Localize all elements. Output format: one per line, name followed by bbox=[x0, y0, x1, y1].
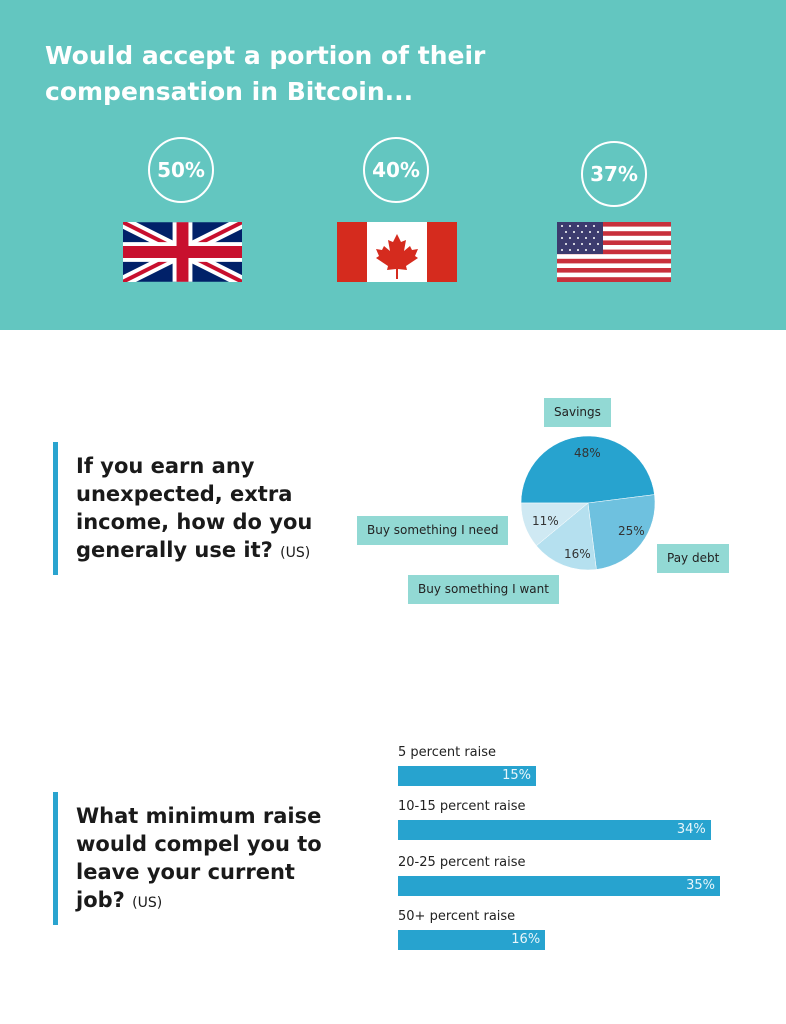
pie-value-need: 11% bbox=[532, 514, 559, 528]
q1-suffix: (US) bbox=[280, 545, 311, 561]
uk-flag-icon bbox=[123, 222, 242, 282]
us-stat: 37% bbox=[581, 141, 647, 207]
uk-stat: 50% bbox=[148, 137, 214, 203]
pie-value-want: 16% bbox=[564, 547, 591, 561]
bar-label: 50+ percent raise bbox=[398, 909, 516, 924]
pie-value-pay-debt: 25% bbox=[618, 524, 645, 538]
q2-suffix: (US) bbox=[132, 895, 163, 911]
q1-accent bbox=[53, 442, 58, 575]
q2-accent bbox=[53, 792, 58, 925]
canada-stat: 40% bbox=[363, 137, 429, 203]
pie-label-want: Buy something I want bbox=[408, 575, 559, 604]
bar-label: 10-15 percent raise bbox=[398, 799, 526, 814]
bar: 15% bbox=[398, 766, 536, 786]
header-band: Would accept a portion of their compensa… bbox=[0, 0, 786, 330]
bar-label: 5 percent raise bbox=[398, 745, 497, 760]
q2-text: What minimum raise would compel you to l… bbox=[76, 804, 322, 912]
pie-slice-buy-something-i-want bbox=[536, 502, 597, 571]
pie-slice-buy-something-i-need bbox=[520, 502, 589, 547]
header-title: Would accept a portion of their compensa… bbox=[45, 41, 486, 106]
pie-slice-savings bbox=[520, 435, 655, 504]
pie-value-savings: 48% bbox=[574, 446, 601, 460]
us-flag-icon bbox=[557, 222, 671, 282]
pie-label-pay-debt: Pay debt bbox=[657, 544, 730, 573]
pie-slice-pay-debt bbox=[587, 494, 656, 570]
bar: 34% bbox=[398, 820, 711, 840]
q2-question: What minimum raise would compel you to l… bbox=[76, 802, 336, 917]
bar-label: 20-25 percent raise bbox=[398, 855, 526, 870]
pie-label-savings: Savings bbox=[544, 398, 611, 427]
pie-label-need: Buy something I need bbox=[357, 516, 509, 545]
bar: 16% bbox=[398, 930, 546, 950]
canada-flag-icon bbox=[337, 222, 457, 282]
q1-text: If you earn any unexpected, extra income… bbox=[76, 454, 313, 562]
q1-question: If you earn any unexpected, extra income… bbox=[76, 452, 336, 567]
bar: 35% bbox=[398, 876, 720, 896]
